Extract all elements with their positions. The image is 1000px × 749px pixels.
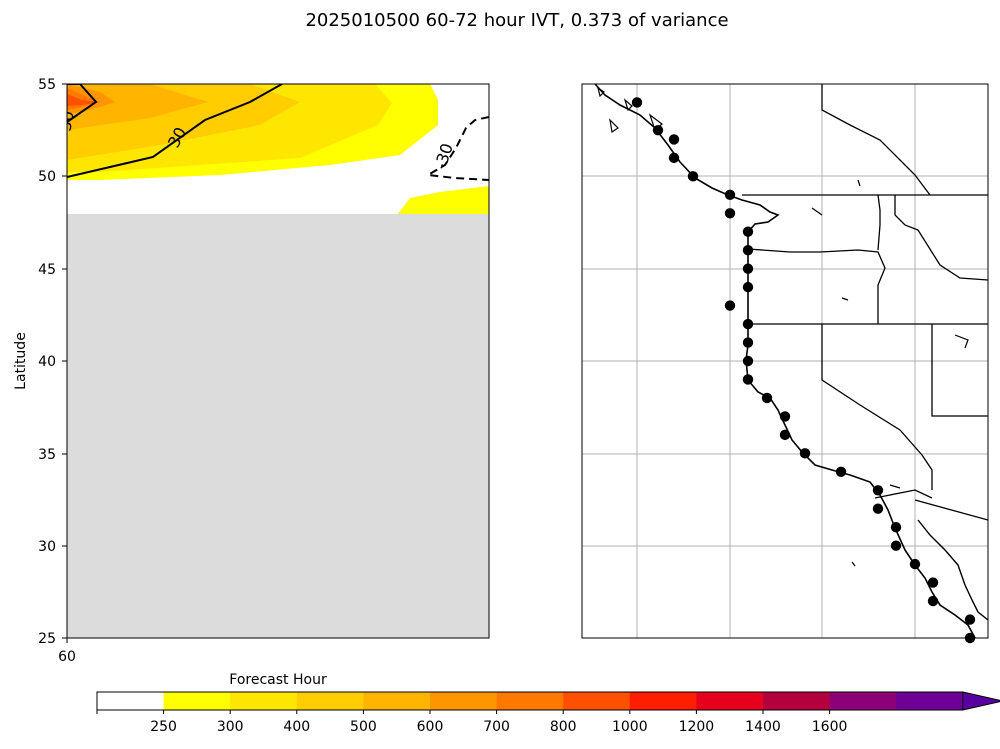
station-point [724, 300, 736, 311]
colorbar-swatches [96, 691, 1000, 711]
right-plot-frame [581, 83, 989, 639]
station-point [742, 263, 754, 274]
colorbar-outline [96, 691, 963, 711]
coastline [594, 84, 976, 638]
colorbar-swatch [97, 692, 165, 710]
station-point [668, 152, 680, 164]
station-point [927, 595, 939, 607]
islands [597, 86, 663, 134]
station-point [835, 466, 847, 477]
colorbar-swatch [563, 692, 631, 710]
station-point [779, 411, 791, 422]
ivt-contour-250-east [398, 186, 489, 214]
station-point [742, 245, 754, 256]
y-tick-label: 25 [38, 631, 56, 647]
colorbar-tick-label: 400 [283, 719, 310, 735]
state-borders [742, 84, 988, 521]
y-tick-label: 30 [38, 539, 56, 555]
contour-line-solid-corner [67, 84, 98, 123]
station-point [742, 318, 754, 330]
y-tick-label: 45 [38, 262, 56, 278]
station-point [742, 374, 754, 385]
station-point [909, 558, 921, 570]
colorbar-extend-arrow [962, 691, 1000, 711]
station-point [779, 429, 791, 441]
colorbar-swatch [363, 692, 431, 710]
contour-line-dashed [424, 116, 489, 181]
colorbar-swatch [696, 692, 764, 710]
station-point [742, 226, 754, 237]
station-point [742, 355, 754, 367]
station-point [927, 577, 939, 588]
station-point [652, 124, 664, 136]
colorbar-label: Forecast Hour [229, 672, 327, 688]
figure-title: 2025010500 60-72 hour IVT, 0.373 of vari… [305, 10, 728, 31]
y-tick-label: 55 [38, 77, 56, 93]
colorbar-swatch [629, 692, 697, 710]
colorbar-swatch [430, 692, 498, 710]
station-point [872, 485, 884, 496]
colorbar-swatch [496, 692, 564, 710]
right-panel-map [581, 83, 989, 644]
colorbar-swatch [763, 692, 831, 710]
colorbar-swatch [896, 692, 964, 710]
colorbar-tick-label: 800 [550, 719, 577, 735]
missing-data-region [67, 214, 489, 638]
station-point [742, 281, 754, 293]
station-point [872, 503, 884, 514]
station-point [724, 208, 736, 219]
map-gridlines [582, 84, 988, 638]
station-point [890, 522, 902, 533]
colorbar-ticks: 250 300 400 500 600 700 800 1000 1200 1400 1600 [96, 710, 848, 735]
ivt-field: 30 -30 30 [55, 84, 489, 638]
colorbar-tick-label: 300 [217, 719, 244, 735]
station-point [668, 134, 680, 145]
colorbar-swatch [296, 692, 364, 710]
colorbar-tick-label: 1000 [612, 719, 648, 735]
y-tick-label: 50 [38, 169, 56, 185]
contour-line-solid [67, 84, 283, 178]
colorbar: Forecast Hour 250 300 400 500 600 700 800 1000 1… [96, 672, 1000, 735]
station-point [742, 337, 754, 348]
x-tick-label: 60 [58, 649, 76, 665]
station-point [631, 97, 643, 108]
station-points [631, 97, 976, 644]
y-axis-label: Latitude [13, 332, 29, 390]
station-point [799, 448, 811, 459]
left-y-axis: 25 30 35 40 45 50 55 [38, 77, 67, 647]
baja-coast [917, 519, 988, 621]
station-point [687, 171, 699, 182]
colorbar-tick-label: 250 [150, 719, 177, 735]
colorbar-tick-label: 1200 [679, 719, 715, 735]
station-point [890, 540, 902, 551]
y-tick-label: 35 [38, 447, 56, 463]
colorbar-tick-label: 600 [417, 719, 444, 735]
left-panel: 30 -30 30 25 30 35 40 45 50 55 Latitude … [13, 77, 490, 665]
colorbar-swatch [230, 692, 298, 710]
station-point [964, 614, 976, 625]
colorbar-tick-label: 700 [483, 719, 510, 735]
lakes [811, 179, 969, 567]
colorbar-tick-label: 1400 [745, 719, 781, 735]
station-point [761, 392, 773, 404]
colorbar-swatch [829, 692, 897, 710]
colorbar-tick-label: 500 [350, 719, 377, 735]
y-tick-label: 40 [38, 354, 56, 370]
colorbar-swatch [163, 692, 231, 710]
colorbar-tick-label: 1600 [812, 719, 848, 735]
ivt-contour-800 [67, 94, 100, 106]
station-point [724, 189, 736, 200]
contour-label-corner: 30 [55, 109, 77, 132]
